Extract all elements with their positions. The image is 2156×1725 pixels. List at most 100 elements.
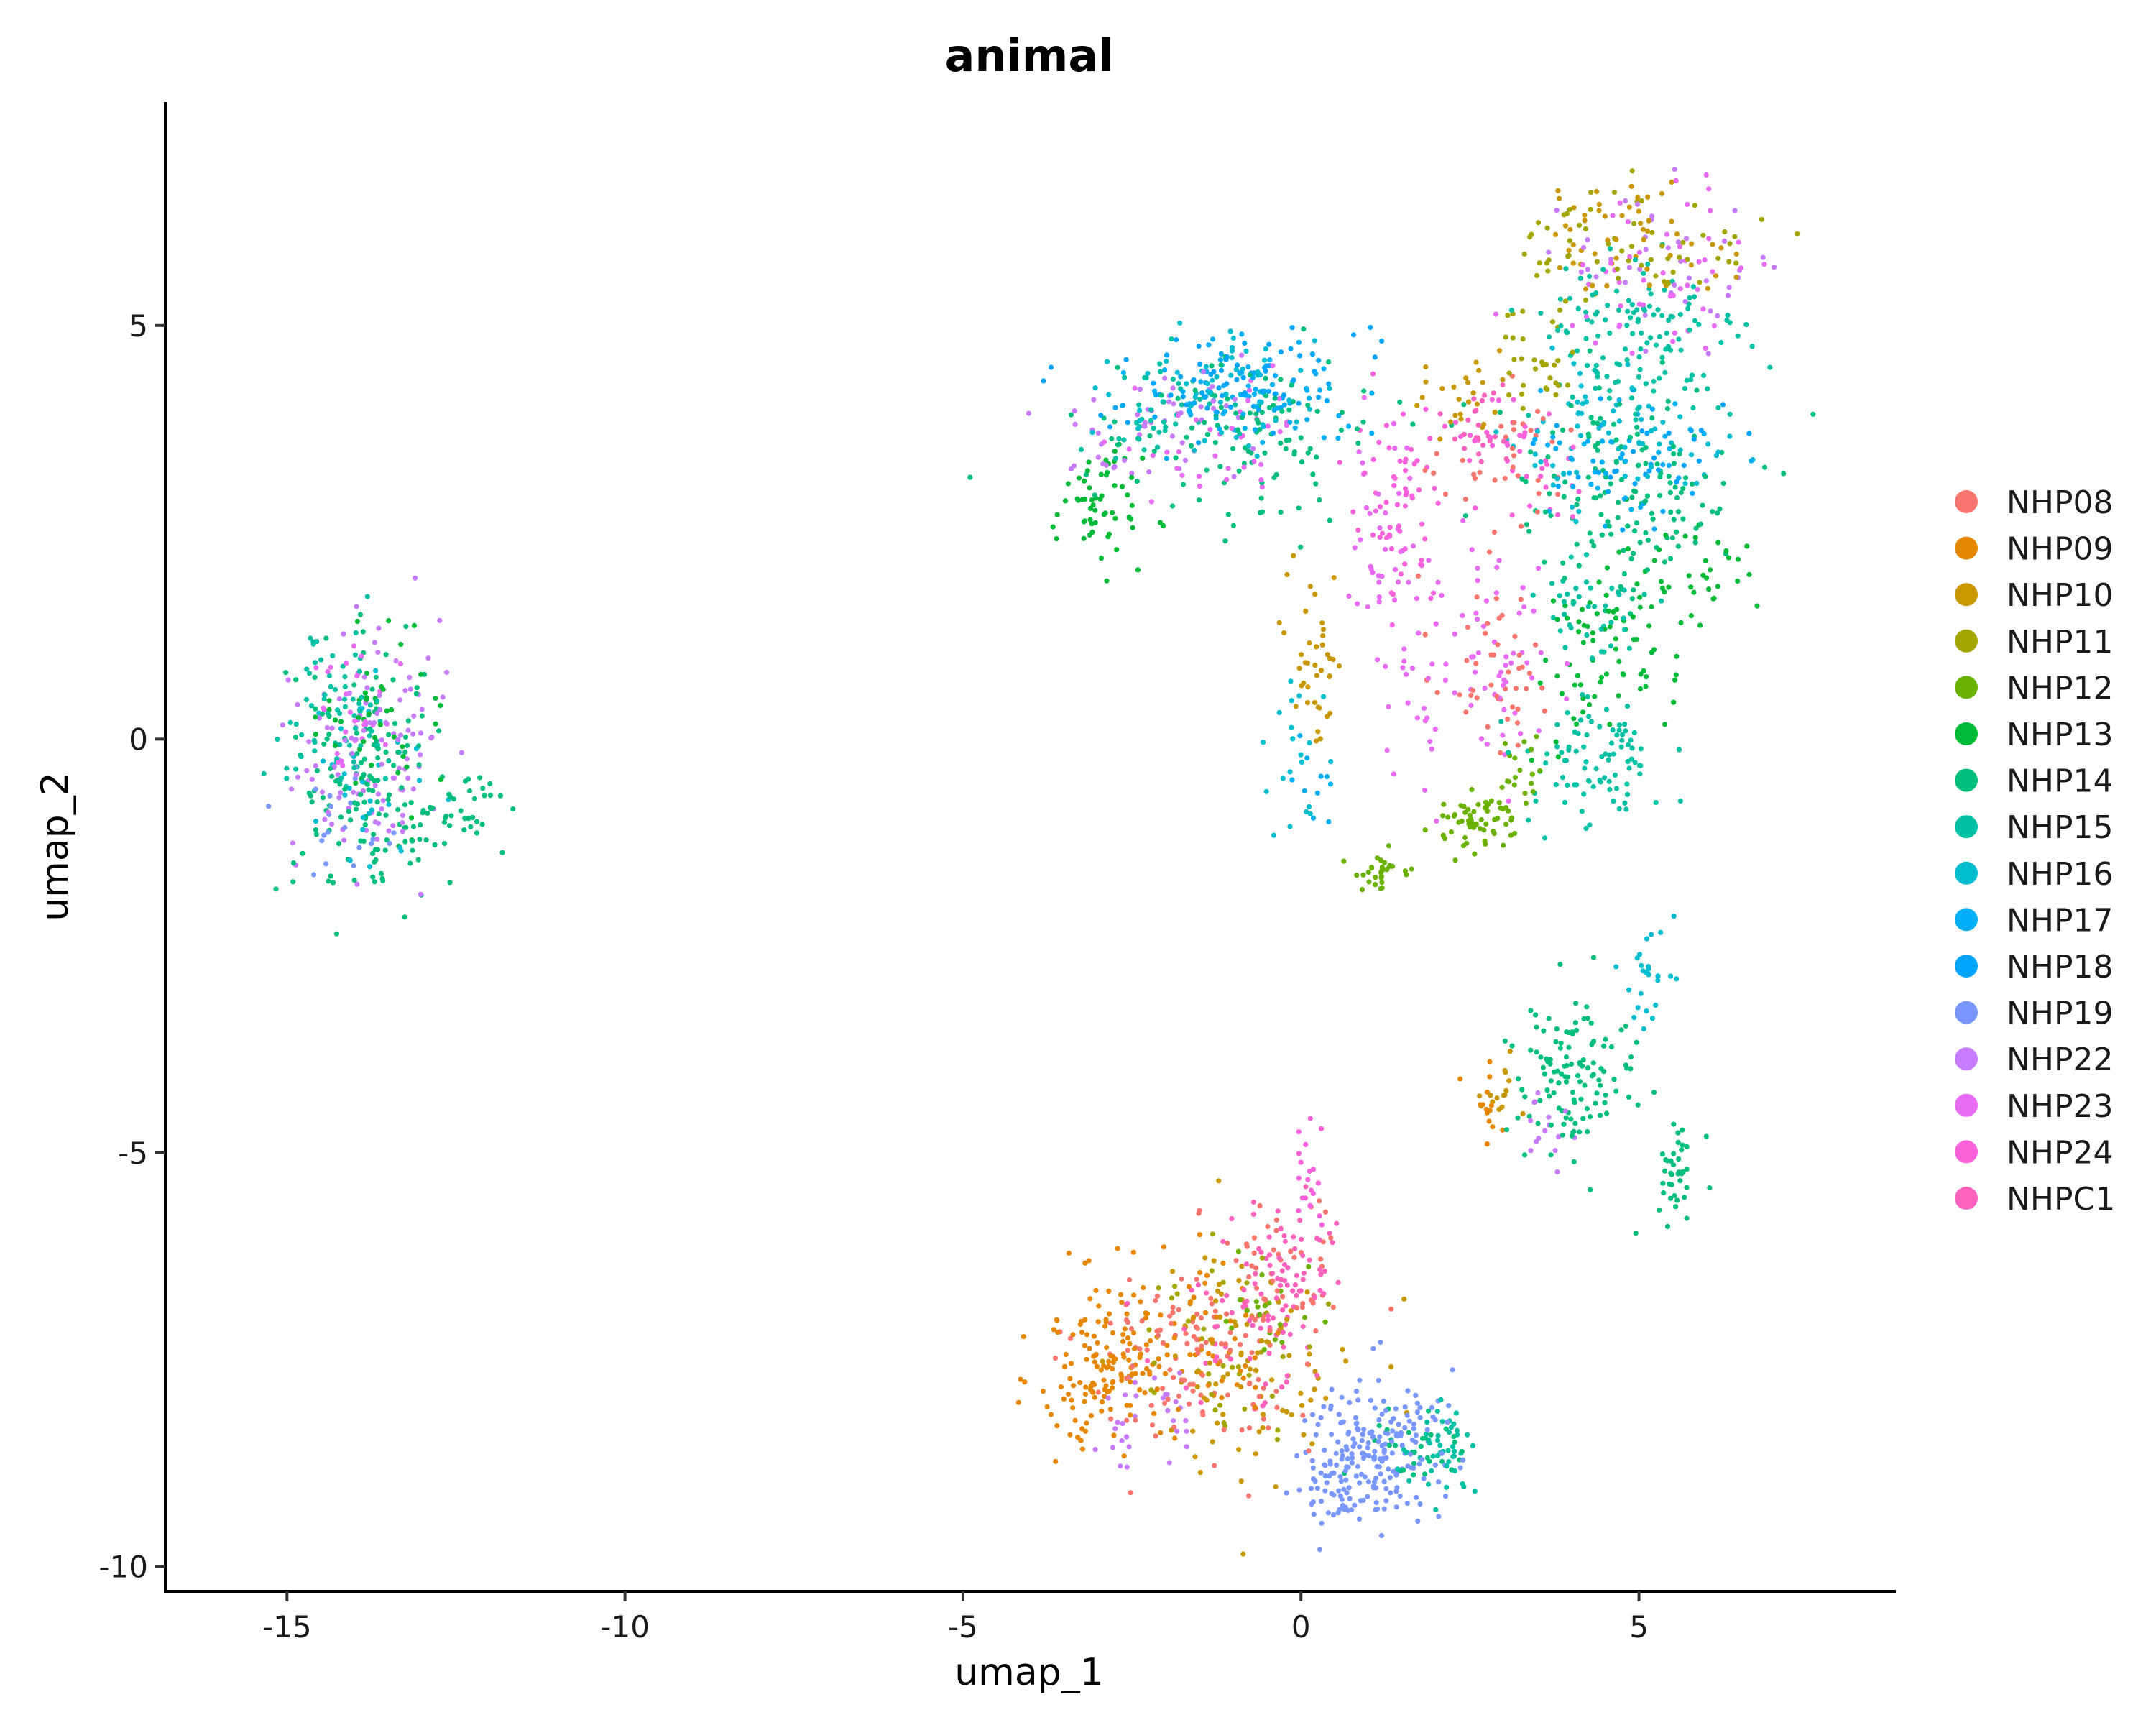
point-nhp23 xyxy=(1270,363,1276,369)
point-nhp15 xyxy=(1587,273,1593,280)
point-nhp23 xyxy=(1460,518,1466,524)
point-nhp23 xyxy=(325,668,331,675)
point-nhp14 xyxy=(372,879,377,885)
point-nhp19 xyxy=(1399,1443,1405,1448)
point-nhp09 xyxy=(1171,1335,1177,1340)
point-nhpc1 xyxy=(1269,1271,1276,1276)
point-nhp11 xyxy=(1209,1392,1215,1397)
point-nhp15 xyxy=(1668,313,1674,319)
point-nhp23 xyxy=(1670,293,1676,298)
point-nhp23 xyxy=(1498,669,1504,675)
point-nhpc1 xyxy=(1265,1317,1271,1323)
point-nhp16 xyxy=(1549,345,1555,351)
point-nhp15 xyxy=(1584,732,1590,738)
point-nhp08 xyxy=(1153,1297,1158,1304)
point-nhp15 xyxy=(1162,428,1168,433)
point-nhp16 xyxy=(1213,415,1219,421)
point-nhp18 xyxy=(1691,436,1697,442)
point-nhp15 xyxy=(1577,717,1584,723)
point-nhp19 xyxy=(1383,1486,1389,1491)
point-nhpc1 xyxy=(1273,1295,1279,1301)
point-nhp11 xyxy=(1230,1364,1235,1370)
point-nhp16 xyxy=(1177,320,1183,326)
point-nhp11 xyxy=(1583,226,1588,232)
point-nhp10 xyxy=(1557,196,1562,201)
point-nhp14 xyxy=(432,842,438,847)
legend-item-nhp22: NHP22 xyxy=(1955,1041,2114,1078)
point-nhp10 xyxy=(1260,1412,1266,1417)
point-nhp10 xyxy=(1596,208,1602,213)
point-nhp09 xyxy=(1015,1399,1021,1405)
point-nhp09 xyxy=(1108,1353,1114,1359)
point-nhp19 xyxy=(1388,1490,1393,1496)
point-nhp14 xyxy=(418,822,423,828)
point-nhp14 xyxy=(1291,451,1297,457)
point-nhp14 xyxy=(417,837,423,842)
point-nhp17 xyxy=(1245,383,1251,389)
point-nhp14 xyxy=(395,806,401,813)
point-nhp14 xyxy=(1593,495,1599,501)
point-nhp17 xyxy=(1592,469,1598,475)
legend-swatch xyxy=(1955,768,1978,792)
point-nhp23 xyxy=(1482,686,1488,691)
point-nhp15 xyxy=(1727,411,1733,417)
point-nhp14 xyxy=(1578,1096,1584,1102)
point-nhp16 xyxy=(1538,459,1544,465)
point-nhp08 xyxy=(1528,428,1534,433)
point-nhp13 xyxy=(1594,611,1600,617)
point-nhp12 xyxy=(1440,813,1446,819)
point-nhp16 xyxy=(1286,397,1292,403)
point-nhpc1 xyxy=(1189,1287,1194,1293)
point-nhp14 xyxy=(1618,477,1624,483)
point-nhp22 xyxy=(437,617,443,624)
point-nhp18 xyxy=(1639,428,1645,434)
point-nhp15 xyxy=(1628,737,1634,743)
point-nhp18 xyxy=(1196,343,1202,349)
point-nhp10 xyxy=(1315,704,1321,710)
point-nhp10 xyxy=(1238,1350,1244,1356)
point-nhp15 xyxy=(357,709,363,714)
point-nhp10 xyxy=(1215,1420,1220,1426)
point-nhp23 xyxy=(1516,610,1522,616)
point-nhp15 xyxy=(1426,1481,1432,1487)
point-nhpc1 xyxy=(1252,1281,1258,1287)
point-nhp14 xyxy=(375,755,381,761)
point-nhp19 xyxy=(1362,1474,1368,1480)
point-nhp23 xyxy=(1565,661,1570,667)
point-nhp23 xyxy=(1150,453,1156,459)
point-nhp08 xyxy=(1148,1402,1154,1408)
point-nhp22 xyxy=(289,786,295,792)
point-nhp14 xyxy=(1603,1036,1608,1042)
point-nhp23 xyxy=(1174,466,1180,472)
point-nhp19 xyxy=(1408,1451,1414,1457)
point-nhp22 xyxy=(1182,457,1188,464)
point-nhp15 xyxy=(1550,615,1556,620)
point-nhp23 xyxy=(1383,663,1388,669)
point-nhp19 xyxy=(1308,1486,1314,1491)
point-nhp15 xyxy=(1586,714,1592,719)
point-nhpc1 xyxy=(1267,1262,1273,1269)
point-nhp22 xyxy=(1171,1418,1176,1424)
point-nhp11 xyxy=(1628,244,1635,249)
point-nhp13 xyxy=(1054,512,1060,518)
point-nhp18 xyxy=(1041,378,1046,384)
point-nhp13 xyxy=(1658,579,1664,584)
point-nhp16 xyxy=(1298,367,1304,373)
point-nhp08 xyxy=(1190,1388,1196,1394)
point-nhp09 xyxy=(1103,1317,1109,1322)
point-nhp10 xyxy=(1419,395,1425,400)
point-nhp19 xyxy=(266,804,272,809)
point-nhp14 xyxy=(1556,1105,1562,1111)
point-nhp16 xyxy=(1640,968,1646,974)
point-nhp14 xyxy=(1580,1057,1586,1063)
point-nhp12 xyxy=(1503,822,1509,827)
point-nhp23 xyxy=(1531,608,1537,614)
point-nhp10 xyxy=(1265,1339,1271,1345)
point-nhp09 xyxy=(1048,1412,1054,1417)
point-nhp18 xyxy=(1112,405,1118,410)
point-nhp23 xyxy=(1484,741,1490,747)
point-nhp13 xyxy=(1112,515,1118,521)
point-nhp12 xyxy=(1253,1299,1259,1305)
point-nhp11 xyxy=(1148,1387,1154,1393)
point-nhp15 xyxy=(1573,586,1579,592)
